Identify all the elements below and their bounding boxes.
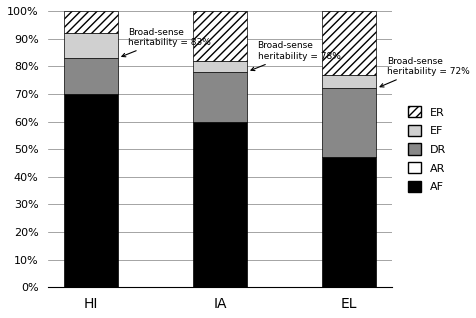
Bar — [64, 33, 118, 58]
Bar — [193, 72, 247, 121]
Bar — [64, 58, 118, 94]
Text: Broad-sense
heritability = 72%: Broad-sense heritability = 72% — [380, 57, 469, 87]
Bar — [322, 11, 377, 74]
Bar — [64, 94, 118, 287]
Bar — [64, 11, 118, 33]
Bar — [193, 121, 247, 287]
Text: Broad-sense
heritability = 78%: Broad-sense heritability = 78% — [251, 41, 340, 71]
Bar — [322, 74, 377, 88]
Text: Broad-sense
heritability = 83%: Broad-sense heritability = 83% — [122, 27, 211, 57]
Bar — [322, 157, 377, 287]
Bar — [322, 88, 377, 157]
Bar — [193, 11, 247, 61]
Bar — [193, 61, 247, 72]
Legend: ER, EF, DR, AR, AF: ER, EF, DR, AR, AF — [405, 103, 449, 196]
